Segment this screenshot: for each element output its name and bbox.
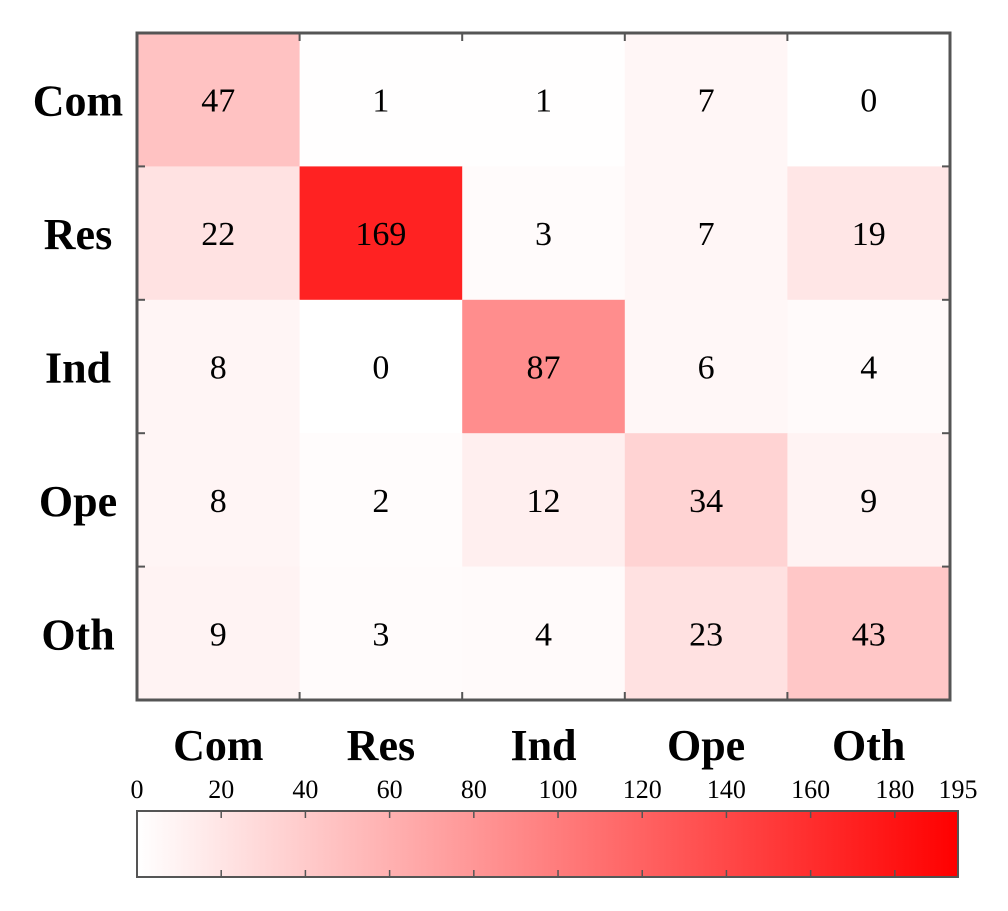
heatmap-cell-ind-com bbox=[137, 299, 301, 434]
cell-value-label: 9 bbox=[860, 483, 877, 520]
column-labels: Com Res Ind Ope Oth bbox=[173, 721, 905, 770]
heatmap-cell-ope-ope bbox=[624, 433, 788, 568]
heatmap-cell-oth-ope bbox=[624, 566, 788, 701]
cell-value-label: 6 bbox=[698, 350, 715, 387]
heatmap-cell-oth-res bbox=[299, 566, 463, 701]
heatmap-cell-com-oth bbox=[787, 33, 951, 167]
heatmap-cell-ope-com bbox=[137, 433, 301, 568]
column-label-com: Com bbox=[173, 721, 263, 770]
heatmap-cell-oth-ind bbox=[462, 566, 626, 701]
colorbar-tick-label: 195 bbox=[939, 775, 978, 804]
cell-value-label: 34 bbox=[689, 483, 723, 520]
heatmap-cells: 47 1 1 7 022 169 3 7 198 0 87 6 48 2 12 34 99 3 4 23 43 bbox=[137, 33, 951, 701]
row-label-com: Com bbox=[33, 77, 123, 126]
cell-value-label: 3 bbox=[535, 216, 552, 253]
colorbar-tick-label: 160 bbox=[791, 775, 830, 804]
column-label-oth: Oth bbox=[832, 721, 905, 770]
heatmap-cell-ope-res bbox=[299, 433, 463, 568]
cell-value-label: 22 bbox=[201, 216, 235, 253]
cell-value-label: 47 bbox=[201, 83, 235, 120]
heatmap-cell-com-com bbox=[137, 33, 301, 167]
cell-value-label: 169 bbox=[355, 216, 406, 253]
cell-value-label: 19 bbox=[852, 216, 886, 253]
cell-value-label: 9 bbox=[210, 616, 227, 653]
colorbar-tick-label: 40 bbox=[292, 775, 318, 804]
heatmap-cell-ind-res bbox=[299, 299, 463, 434]
cell-value-label: 43 bbox=[852, 616, 886, 653]
heatmap-cell-com-res bbox=[299, 33, 463, 167]
heatmap-cell-ind-oth bbox=[787, 299, 951, 434]
cell-value-label: 1 bbox=[535, 83, 552, 120]
colorbar-tick-label: 140 bbox=[707, 775, 746, 804]
cell-value-label: 0 bbox=[860, 83, 877, 120]
heatmap-cell-oth-com bbox=[137, 566, 301, 701]
row-label-res: Res bbox=[44, 210, 112, 259]
cell-value-label: 8 bbox=[210, 483, 227, 520]
heatmap-cell-ind-ope bbox=[624, 299, 788, 434]
row-labels: Com Res Ind Ope Oth bbox=[33, 77, 123, 660]
heatmap-cell-ind-ind bbox=[462, 299, 626, 434]
cell-value-label: 87 bbox=[527, 350, 561, 387]
cell-value-label: 12 bbox=[527, 483, 561, 520]
colorbar-gradient bbox=[136, 810, 959, 878]
heatmap-frame bbox=[135, 31, 952, 702]
heatmap-cell-res-res bbox=[299, 166, 463, 301]
column-label-ind: Ind bbox=[510, 721, 576, 770]
row-label-oth: Oth bbox=[41, 610, 114, 659]
column-label-res: Res bbox=[347, 721, 415, 770]
heatmap-cell-res-ope bbox=[624, 166, 788, 301]
colorbar: 0 20 40 60 80 100 120 140 160 180 195 bbox=[131, 775, 978, 878]
colorbar-tick-label: 120 bbox=[623, 775, 662, 804]
cell-value-label: 0 bbox=[372, 350, 389, 387]
colorbar-tick-label: 0 bbox=[131, 775, 144, 804]
heatmap-cell-res-ind bbox=[462, 166, 626, 301]
cell-value-label: 23 bbox=[689, 616, 723, 653]
heatmap-border bbox=[135, 31, 952, 702]
row-label-ind: Ind bbox=[45, 344, 111, 393]
heatmap-cell-com-ope bbox=[624, 33, 788, 167]
row-label-ope: Ope bbox=[39, 477, 117, 526]
cell-value-label: 7 bbox=[698, 83, 715, 120]
colorbar-tick-label: 180 bbox=[875, 775, 914, 804]
heatmap-cell-oth-oth bbox=[787, 566, 951, 701]
heatmap-cell-ope-ind bbox=[462, 433, 626, 568]
heatmap-cell-res-com bbox=[137, 166, 301, 301]
colorbar-tick-label: 20 bbox=[208, 775, 234, 804]
cell-value-label: 7 bbox=[698, 216, 715, 253]
column-label-ope: Ope bbox=[667, 721, 745, 770]
cell-value-label: 4 bbox=[860, 350, 877, 387]
cell-value-label: 4 bbox=[535, 616, 552, 653]
cell-value-label: 2 bbox=[372, 483, 389, 520]
heatmap-cell-ope-oth bbox=[787, 433, 951, 568]
cell-value-label: 1 bbox=[372, 83, 389, 120]
cell-value-label: 8 bbox=[210, 350, 227, 387]
cell-value-label: 3 bbox=[372, 616, 389, 653]
heatmap-cell-com-ind bbox=[462, 33, 626, 167]
colorbar-tick-label: 60 bbox=[377, 775, 403, 804]
heatmap-cell-res-oth bbox=[787, 166, 951, 301]
colorbar-tick-label: 80 bbox=[461, 775, 487, 804]
colorbar-tick-label: 100 bbox=[539, 775, 578, 804]
